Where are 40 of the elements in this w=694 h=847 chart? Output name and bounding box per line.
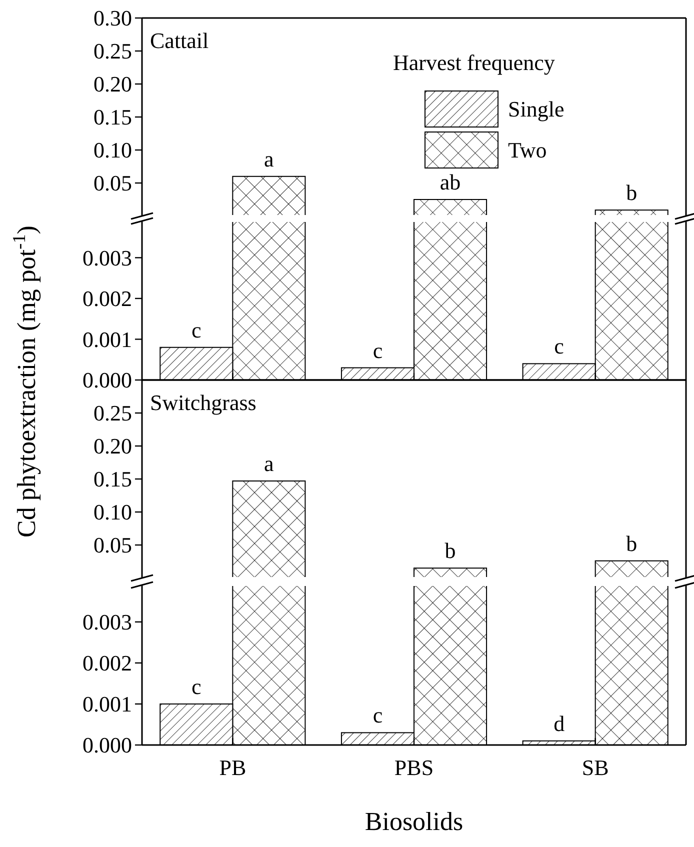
y-tick-label: 0.15 xyxy=(94,104,132,130)
data-label: a xyxy=(264,146,274,172)
data-label: b xyxy=(444,538,456,564)
x-tick-label: PBS xyxy=(394,755,434,780)
y-tick-label: 0.003 xyxy=(82,245,132,270)
y-tick-label: 0.003 xyxy=(82,610,132,635)
y-tick-label: 0.10 xyxy=(94,500,132,525)
y-tick-label: 0.001 xyxy=(82,326,132,352)
text: Cattail xyxy=(150,28,209,53)
x-axis-title: Biosolids xyxy=(364,807,464,836)
y-tick-label: 0.001 xyxy=(82,692,132,717)
data-label: d xyxy=(554,710,565,736)
y-tick-label: 0.05 xyxy=(94,170,132,196)
data-label: c xyxy=(554,334,564,359)
y-tick-label: 0.25 xyxy=(94,38,132,64)
y-tick-label: 0.000 xyxy=(82,732,132,758)
data-label: c xyxy=(372,702,383,728)
legend-label: Two xyxy=(508,138,547,163)
legend-title: Harvest frequency xyxy=(393,50,555,75)
x-tick-label: SB xyxy=(582,755,609,780)
data-label: ab xyxy=(440,170,461,194)
y-tick-label: 0.25 xyxy=(94,400,132,426)
y-tick-label: 0.30 xyxy=(94,6,132,31)
data-label: a xyxy=(264,450,274,476)
y-tick-label: 0.20 xyxy=(94,72,132,97)
data-label: b xyxy=(626,530,638,556)
y-tick-label: 0.002 xyxy=(82,650,132,676)
data-label: b xyxy=(626,180,638,206)
y-tick-label: 0.05 xyxy=(94,532,132,558)
x-tick-label: PB xyxy=(219,755,246,780)
legend-label: Single xyxy=(508,96,564,122)
y-tick-label: 0.000 xyxy=(82,368,132,393)
text: Switchgrass xyxy=(150,390,256,415)
data-label: c xyxy=(372,338,383,363)
data-label: c xyxy=(192,317,202,342)
y-tick-label: 0.10 xyxy=(94,138,132,163)
data-label: c xyxy=(192,674,202,699)
y-tick-label: 0.20 xyxy=(94,434,132,459)
y-tick-label: 0.002 xyxy=(82,286,132,312)
y-tick-label: 0.15 xyxy=(94,466,132,492)
